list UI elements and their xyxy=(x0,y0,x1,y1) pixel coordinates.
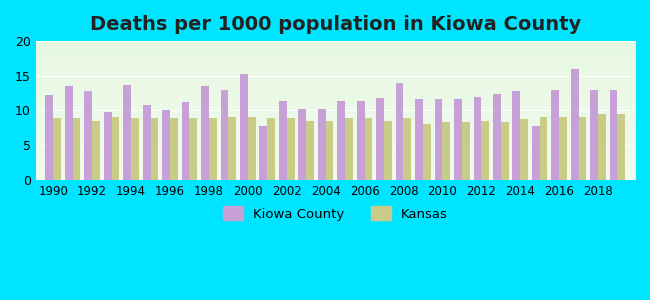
Bar xyxy=(559,117,567,180)
Bar xyxy=(259,126,267,180)
Bar xyxy=(454,99,462,180)
Bar xyxy=(248,117,255,180)
Bar xyxy=(143,105,151,180)
Bar xyxy=(462,122,469,180)
Bar xyxy=(590,90,598,180)
Bar xyxy=(345,118,353,180)
Bar xyxy=(384,121,392,180)
Bar xyxy=(571,69,578,180)
Bar xyxy=(84,91,92,180)
Bar xyxy=(170,118,177,180)
Bar xyxy=(551,90,559,180)
Bar xyxy=(326,121,333,180)
Bar xyxy=(404,118,411,180)
Bar xyxy=(92,121,100,180)
Bar xyxy=(240,74,248,180)
Bar xyxy=(220,90,228,180)
Bar xyxy=(435,99,443,180)
Bar xyxy=(267,118,275,180)
Bar xyxy=(201,86,209,180)
Bar xyxy=(181,102,189,180)
Bar xyxy=(473,97,481,180)
Bar xyxy=(189,118,197,180)
Bar xyxy=(298,109,306,180)
Title: Deaths per 1000 population in Kiowa County: Deaths per 1000 population in Kiowa Coun… xyxy=(90,15,581,34)
Bar xyxy=(493,94,500,180)
Bar xyxy=(578,117,586,180)
Bar xyxy=(65,86,73,180)
Bar xyxy=(376,98,384,180)
Bar xyxy=(287,118,294,180)
Bar xyxy=(104,112,112,180)
Bar xyxy=(318,109,326,180)
Bar xyxy=(618,114,625,180)
Bar xyxy=(337,101,345,180)
Bar xyxy=(500,122,508,180)
Bar xyxy=(598,114,606,180)
Bar xyxy=(365,118,372,180)
Bar xyxy=(46,94,53,180)
Bar xyxy=(443,122,450,180)
Bar xyxy=(520,119,528,180)
Bar xyxy=(53,118,61,180)
Bar xyxy=(209,118,216,180)
Bar xyxy=(112,117,120,180)
Legend: Kiowa County, Kansas: Kiowa County, Kansas xyxy=(218,201,453,226)
Bar xyxy=(357,101,365,180)
Bar xyxy=(279,101,287,180)
Bar xyxy=(610,90,617,180)
Bar xyxy=(306,121,314,180)
Bar xyxy=(415,99,423,180)
Bar xyxy=(124,85,131,180)
Bar xyxy=(131,118,139,180)
Bar xyxy=(512,91,520,180)
Bar xyxy=(540,117,547,180)
Bar xyxy=(481,121,489,180)
Bar xyxy=(532,126,539,180)
Bar xyxy=(396,83,404,180)
Bar xyxy=(73,118,81,180)
Bar xyxy=(151,118,159,180)
Bar xyxy=(162,110,170,180)
Bar xyxy=(228,117,236,180)
Bar xyxy=(423,124,431,180)
